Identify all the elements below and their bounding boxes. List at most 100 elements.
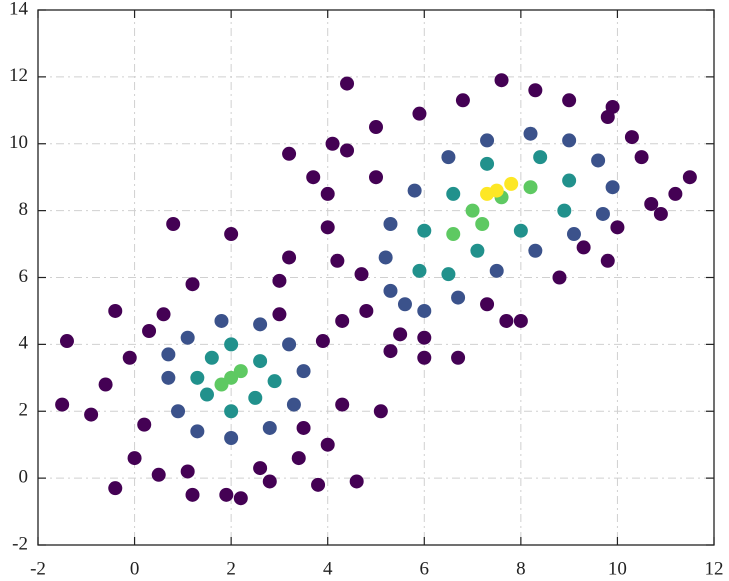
- x-tick-label: 2: [226, 558, 236, 579]
- point: [600, 110, 615, 124]
- point: [610, 220, 625, 235]
- point: [320, 220, 335, 235]
- plot-frame: [37, 9, 715, 546]
- point: [576, 240, 591, 255]
- point: [359, 303, 374, 318]
- point: [219, 487, 234, 502]
- point: [393, 327, 408, 342]
- point: [480, 156, 495, 171]
- point: [349, 474, 364, 489]
- point: [499, 313, 514, 328]
- point: [557, 203, 572, 218]
- point: [224, 337, 239, 352]
- point: [591, 153, 606, 168]
- point: [267, 374, 282, 389]
- point: [600, 253, 615, 268]
- point: [369, 170, 383, 185]
- point: [480, 186, 495, 201]
- point: [446, 227, 461, 242]
- point: [523, 126, 538, 141]
- point: [282, 146, 297, 161]
- point: [325, 136, 340, 151]
- point: [451, 290, 466, 305]
- point: [214, 377, 229, 392]
- y-tick-label: 12: [9, 65, 28, 86]
- point: [523, 180, 538, 195]
- point: [562, 133, 577, 148]
- point: [214, 313, 229, 328]
- point: [489, 263, 504, 278]
- point: [224, 227, 239, 242]
- point: [233, 491, 248, 506]
- point: [190, 424, 205, 439]
- point: [470, 243, 485, 258]
- y-tick-label: 6: [19, 266, 29, 287]
- point: [475, 217, 490, 231]
- x-tick-label: -2: [30, 558, 46, 579]
- y-tick-label: 0: [19, 466, 29, 487]
- point: [383, 217, 398, 231]
- point: [204, 350, 219, 365]
- point: [151, 467, 166, 482]
- point: [185, 487, 200, 502]
- point: [455, 93, 470, 108]
- point: [335, 313, 350, 328]
- point: [383, 344, 398, 359]
- point: [494, 73, 509, 88]
- point: [98, 377, 113, 392]
- x-tick-label: 10: [608, 558, 627, 579]
- y-tick-label: 2: [19, 400, 29, 421]
- point: [296, 420, 311, 435]
- point: [122, 350, 137, 365]
- point: [127, 451, 142, 466]
- point: [668, 186, 683, 201]
- point: [320, 437, 335, 452]
- point: [528, 243, 543, 258]
- point: [200, 387, 214, 402]
- point: [233, 364, 248, 379]
- point: [354, 267, 369, 282]
- point: [533, 150, 548, 165]
- point: [161, 370, 176, 385]
- x-tick-label: 12: [705, 558, 724, 579]
- point: [253, 461, 268, 476]
- point: [311, 477, 326, 492]
- point: [417, 223, 432, 238]
- point: [340, 143, 355, 158]
- point: [397, 297, 412, 312]
- point: [180, 330, 195, 345]
- point: [84, 407, 99, 422]
- point: [224, 404, 239, 419]
- point: [412, 106, 427, 121]
- point: [446, 186, 461, 201]
- point: [315, 334, 330, 349]
- point: [253, 354, 268, 369]
- point: [412, 263, 427, 278]
- point: [562, 173, 577, 188]
- y-tick-label: 8: [19, 199, 29, 220]
- y-tick-label: -2: [12, 533, 28, 554]
- point: [55, 397, 70, 412]
- point: [480, 133, 495, 148]
- point: [504, 176, 519, 191]
- point: [108, 481, 123, 496]
- point: [59, 334, 74, 349]
- point: [634, 150, 649, 165]
- point: [253, 317, 268, 332]
- point: [142, 324, 157, 338]
- point: [272, 273, 287, 288]
- point: [180, 464, 195, 479]
- point: [185, 277, 200, 292]
- point: [306, 170, 321, 185]
- point: [624, 130, 639, 145]
- point: [171, 404, 186, 419]
- point: [407, 183, 422, 198]
- point: [595, 206, 610, 221]
- x-tick-label: 0: [130, 558, 140, 579]
- y-tick-label: 4: [19, 333, 29, 354]
- point: [417, 350, 432, 365]
- x-tick-label: 4: [323, 558, 333, 579]
- point: [441, 267, 456, 282]
- point: [320, 186, 335, 201]
